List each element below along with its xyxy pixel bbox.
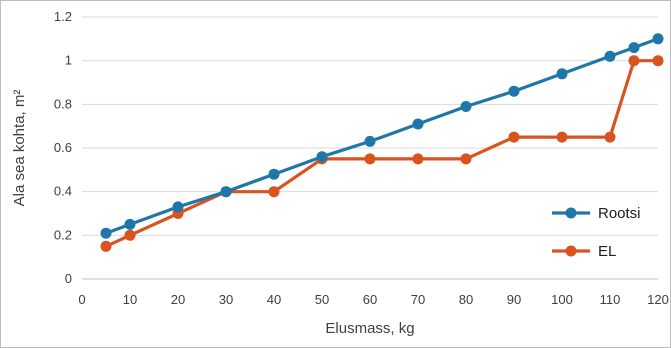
x-tick-label: 100 xyxy=(551,292,573,307)
y-tick-label: 0.8 xyxy=(54,96,72,111)
x-tick-label: 60 xyxy=(363,292,377,307)
x-tick-label: 0 xyxy=(78,292,85,307)
data-point-0 xyxy=(316,151,328,163)
x-tick-label: 10 xyxy=(123,292,137,307)
data-point-0 xyxy=(628,42,640,54)
legend-marker-1 xyxy=(565,245,577,257)
series-line-1 xyxy=(104,59,660,248)
x-tick-labels: 0 10 20 30 40 50 60 70 80 90 100 110 120 xyxy=(78,292,668,307)
y-tick-label: 0.6 xyxy=(54,140,72,155)
data-point-0 xyxy=(268,168,280,180)
y-axis-label: Ala sea kohta, m² xyxy=(11,90,28,207)
x-tick-label: 110 xyxy=(600,292,621,307)
data-point-1 xyxy=(124,229,136,241)
legend: Rootsi EL xyxy=(552,205,641,260)
data-point-0 xyxy=(364,135,376,147)
data-point-0 xyxy=(172,201,184,213)
data-point-0 xyxy=(100,227,112,239)
data-point-1 xyxy=(508,131,520,143)
series-layer xyxy=(100,33,664,252)
data-point-0 xyxy=(556,68,568,80)
x-tick-label: 30 xyxy=(219,292,233,307)
data-point-0 xyxy=(508,85,520,97)
x-tick-label: 50 xyxy=(315,292,329,307)
data-point-1 xyxy=(652,55,664,67)
data-point-1 xyxy=(268,186,280,198)
data-point-0 xyxy=(412,118,424,130)
data-point-0 xyxy=(220,186,232,198)
y-tick-label: 1.2 xyxy=(54,9,72,24)
x-axis-label: Elusmass, kg xyxy=(325,320,414,337)
data-point-1 xyxy=(460,153,472,165)
legend-label-0: Rootsi xyxy=(598,205,641,222)
x-tick-label: 20 xyxy=(171,292,185,307)
series-line-0 xyxy=(104,37,660,235)
x-tick-label: 90 xyxy=(507,292,521,307)
x-tick-label: 120 xyxy=(647,292,669,307)
data-point-0 xyxy=(652,33,664,45)
data-point-1 xyxy=(556,131,568,143)
data-point-1 xyxy=(628,55,640,67)
y-tick-label: 0.4 xyxy=(54,184,72,199)
legend-marker-0 xyxy=(565,207,577,219)
legend-label-1: EL xyxy=(598,243,616,260)
y-tick-label: 0.2 xyxy=(54,227,72,242)
x-tick-label: 40 xyxy=(267,292,281,307)
x-tick-label: 70 xyxy=(411,292,425,307)
data-point-0 xyxy=(124,218,136,230)
data-point-1 xyxy=(412,153,424,165)
data-point-1 xyxy=(364,153,376,165)
gridlines xyxy=(82,16,658,236)
y-tick-label: 1 xyxy=(65,53,72,68)
x-tick-label: 80 xyxy=(459,292,473,307)
data-point-1 xyxy=(604,131,616,143)
data-point-1 xyxy=(100,240,112,252)
data-point-0 xyxy=(604,50,616,62)
y-tick-label: 0 xyxy=(65,271,72,286)
y-tick-labels: 0 0.2 0.4 0.6 0.8 1 1.2 xyxy=(54,9,72,286)
data-point-0 xyxy=(460,101,472,112)
